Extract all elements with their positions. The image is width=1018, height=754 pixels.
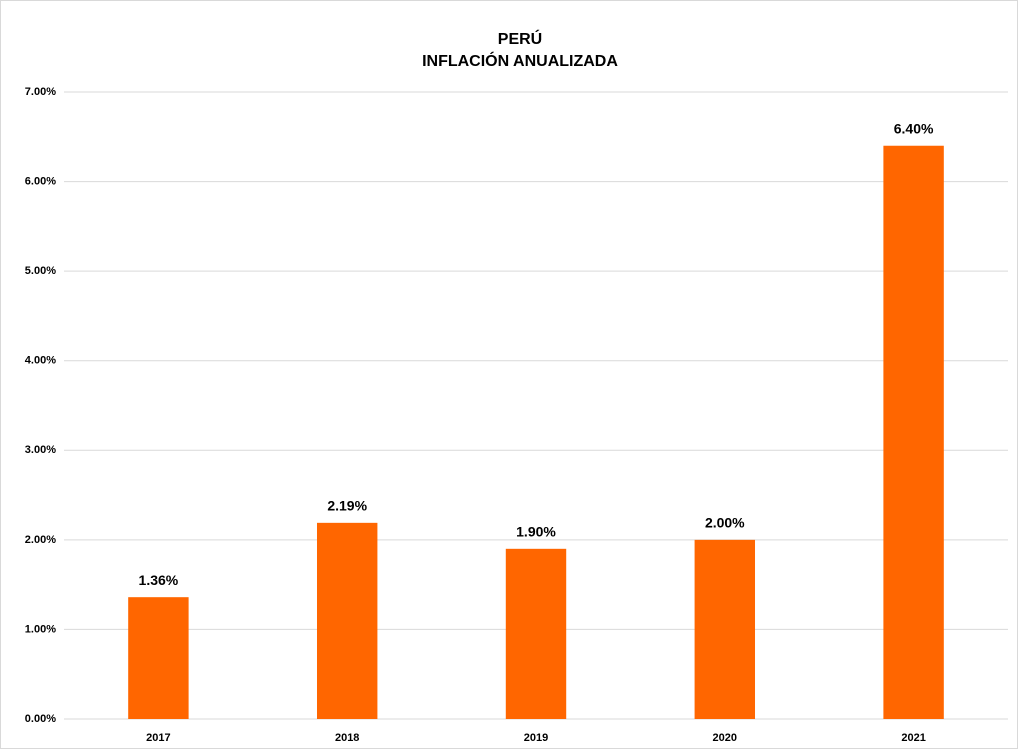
- y-tick-label: 6.00%: [25, 175, 56, 187]
- x-tick-label: 2019: [524, 732, 548, 744]
- x-tick-label: 2020: [713, 732, 737, 744]
- bar: [316, 522, 378, 719]
- y-tick-label: 3.00%: [25, 444, 56, 456]
- y-tick-label: 1.00%: [25, 623, 56, 635]
- y-tick-label: 0.00%: [25, 713, 56, 725]
- y-tick-label: 7.00%: [25, 86, 56, 98]
- y-tick-label: 5.00%: [25, 265, 56, 277]
- y-tick-label: 4.00%: [25, 355, 56, 367]
- data-label: 6.40%: [894, 120, 934, 136]
- data-label: 2.00%: [705, 515, 745, 531]
- y-tick-label: 2.00%: [25, 534, 56, 546]
- data-label: 1.90%: [516, 524, 556, 540]
- chart-title: INFLACIÓN ANUALIZADA: [422, 51, 618, 70]
- bar: [694, 539, 756, 719]
- data-label: 1.36%: [139, 572, 179, 588]
- x-tick-label: 2017: [146, 732, 170, 744]
- x-tick-label: 2018: [335, 732, 359, 744]
- data-label: 2.19%: [327, 498, 367, 514]
- bar: [505, 548, 567, 719]
- chart-title: PERÚ: [498, 29, 542, 48]
- x-tick-label: 2021: [901, 732, 925, 744]
- bar: [128, 597, 189, 719]
- bar: [883, 145, 944, 719]
